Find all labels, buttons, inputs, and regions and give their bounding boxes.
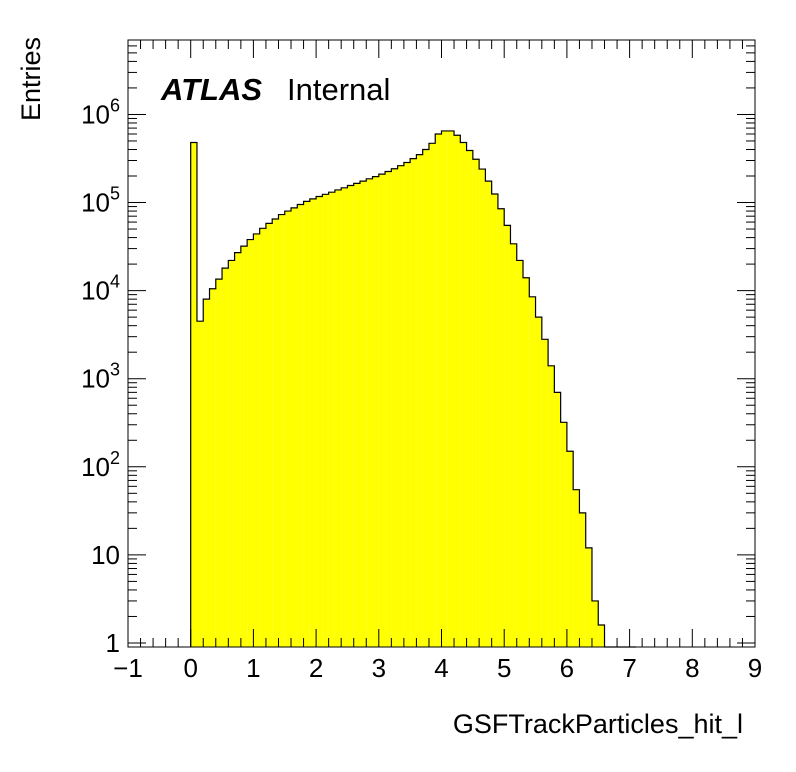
y-axis-title: Entries — [16, 37, 46, 121]
histogram-bar — [566, 451, 574, 647]
histogram-bar — [353, 183, 360, 648]
histogram-bar — [447, 130, 455, 647]
histogram-bar — [341, 187, 348, 647]
y-tick-label: 103 — [81, 360, 120, 394]
histogram-bar — [234, 252, 241, 648]
histogram-bar — [291, 207, 298, 647]
y-tick-label: 102 — [81, 448, 120, 482]
histogram-bar — [309, 198, 317, 648]
x-tick-label: 1 — [246, 653, 260, 683]
histogram-bar — [334, 189, 342, 648]
histogram-bar — [391, 168, 398, 647]
histogram-bar — [196, 321, 204, 647]
histogram-bar — [385, 171, 392, 648]
histogram-bar — [347, 185, 354, 648]
histogram-bar — [598, 624, 605, 647]
histogram-bar — [466, 150, 473, 647]
histogram-bar — [247, 239, 254, 648]
x-axis-title: GSFTrackParticles_hit_l — [453, 709, 743, 739]
x-tick-label: 8 — [685, 653, 699, 683]
histogram-bar — [222, 268, 229, 647]
histogram-bar — [541, 339, 549, 647]
histogram-bar — [497, 208, 505, 648]
histogram-bar — [454, 135, 461, 647]
x-tick-label: 0 — [183, 653, 197, 683]
histogram-bar — [303, 201, 310, 647]
histogram-bar — [573, 489, 580, 647]
x-axis-ticks — [127, 40, 756, 647]
histogram-bar — [209, 288, 216, 647]
histogram-bar — [591, 600, 599, 647]
histogram-bar — [190, 142, 197, 647]
histogram-bar — [516, 260, 524, 647]
histogram-bar — [410, 158, 417, 647]
y-tick-label: 10 — [91, 540, 120, 570]
x-tick-label: 4 — [434, 653, 448, 683]
y-tick-label: 106 — [81, 95, 120, 129]
histogram-bar — [460, 142, 467, 647]
x-tick-label: 2 — [309, 653, 323, 683]
y-tick-label: 104 — [81, 272, 120, 306]
histogram-bar — [510, 243, 517, 647]
y-tick-label: 1 — [106, 628, 120, 658]
histogram-bar — [366, 178, 373, 648]
histogram-bar — [529, 296, 536, 647]
histogram-bar — [278, 214, 285, 647]
histogram-bar — [328, 192, 335, 647]
histogram-bar — [378, 174, 386, 647]
y-tick-label: 105 — [81, 184, 120, 218]
x-tick-label: −1 — [113, 653, 143, 683]
histogram-bar — [548, 365, 555, 647]
histogram-bar — [422, 149, 429, 647]
y-axis-ticks — [128, 39, 755, 644]
x-tick-label: 5 — [497, 653, 511, 683]
histogram-bar — [240, 246, 248, 647]
histogram-bar — [397, 165, 404, 647]
histogram-bar — [416, 154, 423, 648]
histogram-bar — [203, 299, 210, 647]
histogram-bar — [435, 133, 442, 647]
histogram-bar — [535, 317, 542, 647]
x-tick-label: 9 — [748, 653, 762, 683]
internal-label: Internal — [287, 72, 390, 107]
histogram-bar — [322, 194, 329, 647]
histogram-bars — [190, 130, 636, 648]
histogram-bar — [554, 392, 561, 647]
atlas-label: ATLAS — [160, 72, 262, 107]
histogram-bar — [259, 228, 266, 647]
histogram-bar — [491, 193, 498, 647]
histogram-bar — [359, 181, 367, 647]
y-axis-tick-labels: 1 10 102 103 104 105 106 — [81, 95, 120, 658]
histogram-bar — [428, 143, 436, 647]
x-axis-tick-labels: −1 0 1 2 3 4 5 6 7 8 9 — [113, 653, 762, 683]
histogram-bar — [403, 162, 411, 647]
histogram-bar — [485, 181, 492, 647]
histogram-bar — [265, 223, 273, 648]
x-tick-label: 3 — [372, 653, 386, 683]
histogram-bar — [297, 204, 304, 647]
histogram-bar — [479, 169, 486, 648]
histogram-bar — [284, 211, 292, 647]
histogram-bar — [215, 279, 223, 647]
histogram-bar — [560, 422, 567, 647]
histogram-bar — [585, 547, 592, 647]
histogram-outline — [190, 130, 636, 648]
histogram-bar — [441, 130, 448, 647]
histogram-bar — [472, 159, 480, 647]
histogram-bar — [504, 225, 511, 647]
histogram-bar — [523, 277, 530, 647]
histogram-bar — [272, 219, 279, 647]
histogram-bar — [316, 196, 323, 647]
histogram-bar — [372, 176, 379, 647]
x-tick-label: 6 — [560, 653, 574, 683]
x-tick-label: 7 — [622, 653, 636, 683]
histogram-bar — [253, 233, 260, 648]
histogram-bar — [579, 512, 586, 647]
histogram-bar — [228, 260, 235, 647]
